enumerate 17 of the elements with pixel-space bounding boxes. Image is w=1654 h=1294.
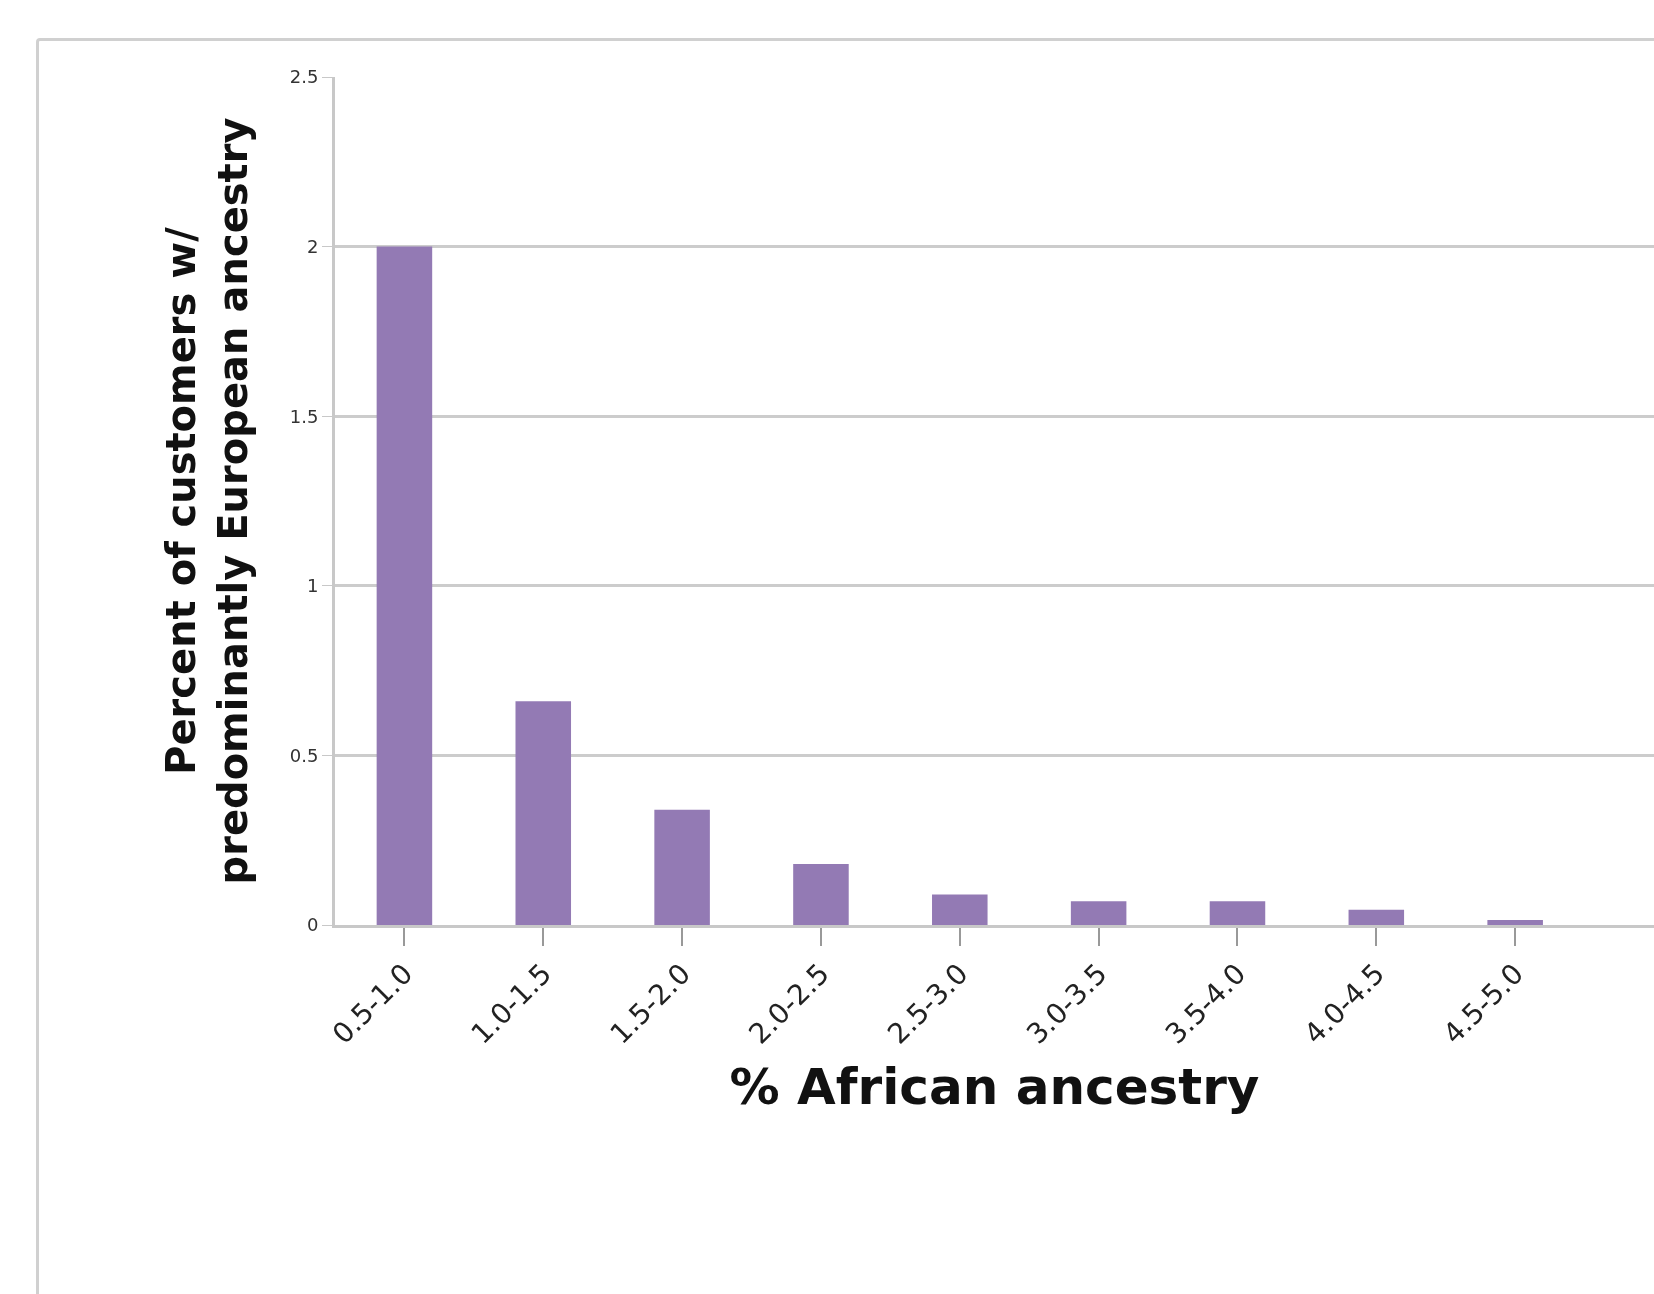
y-tick-label: 0 — [306, 914, 319, 936]
y-axis-title: Percent of customers w/ predominantly European ancestry — [158, 117, 257, 885]
bar — [515, 701, 572, 925]
y-tick-label: 2 — [306, 235, 319, 257]
bar — [793, 863, 849, 925]
bar — [1209, 901, 1266, 925]
bar — [1348, 909, 1405, 925]
y-tick-label: 1.5 — [289, 405, 319, 427]
bar — [932, 894, 988, 925]
y-tick-label: 0.5 — [289, 744, 319, 766]
y-tick-label: 1 — [306, 575, 319, 597]
bar — [376, 246, 433, 925]
x-axis-title: % African ancestry — [729, 1058, 1260, 1117]
bar — [654, 809, 710, 925]
y-tick-label: 2.5 — [289, 66, 319, 88]
bar — [1487, 919, 1543, 925]
bar — [1070, 901, 1127, 925]
